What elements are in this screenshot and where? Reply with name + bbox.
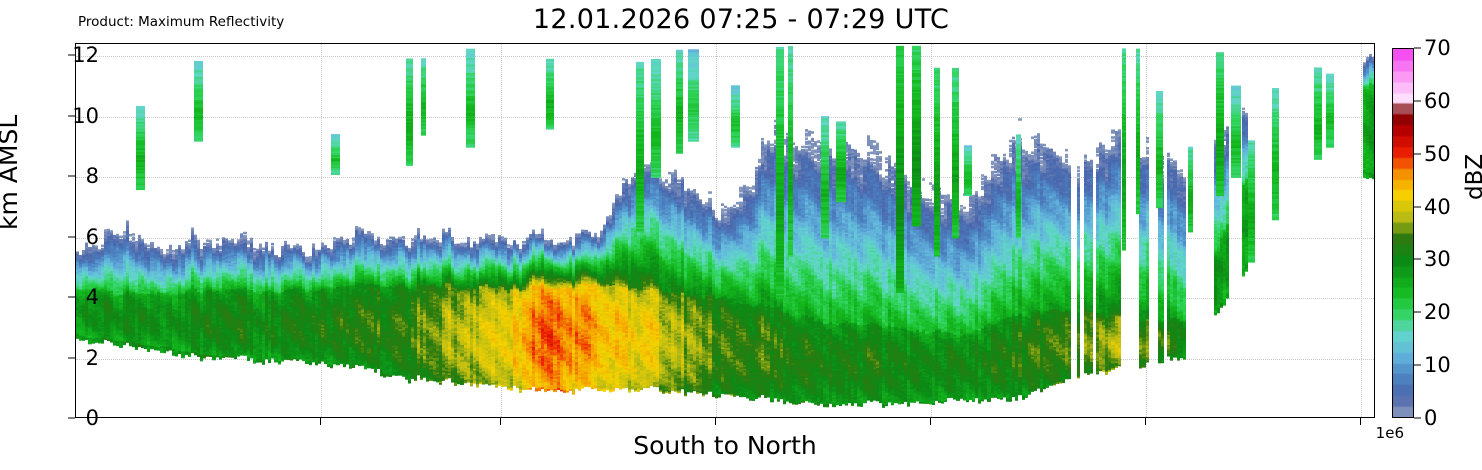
chart-title: 12.01.2026 07:25 - 07:29 UTC (532, 4, 950, 35)
product-annotation: Product: Maximum Reflectivity (78, 14, 285, 30)
y-tick-label: 8 (85, 164, 99, 189)
colorbar-tick-label: 0 (1424, 406, 1438, 430)
colorbar-tick-mark (1414, 311, 1421, 313)
x-tick-mark (500, 418, 501, 425)
x-tick-mark (715, 418, 716, 425)
y-tick-mark (68, 236, 75, 238)
y-tick-mark (68, 175, 75, 177)
colorbar-tick-mark (1414, 206, 1421, 208)
x-axis-offset-text: 1e6 (1375, 424, 1404, 442)
x-tick-mark (320, 418, 321, 425)
colorbar-tick-label: 20 (1424, 300, 1451, 325)
y-tick-mark (68, 357, 75, 359)
colorbar-tick-label: 60 (1424, 88, 1451, 113)
colorbar-tick-mark (1414, 258, 1421, 260)
y-tick-label: 12 (72, 43, 99, 68)
y-tick-mark (68, 417, 75, 419)
y-tick-label: 4 (85, 285, 99, 310)
colorbar-tick-mark (1414, 47, 1421, 49)
x-tick-mark (930, 418, 931, 425)
colorbar-tick-mark (1414, 364, 1421, 366)
colorbar-tick-mark (1414, 417, 1421, 419)
x-axis-label: South to North (633, 431, 817, 460)
y-axis-label: km AMSL (0, 114, 23, 230)
colorbar-tick-mark (1414, 100, 1421, 102)
colorbar-tick-label: 70 (1424, 36, 1451, 60)
y-tick-label: 2 (85, 345, 99, 370)
y-tick-label: 6 (85, 224, 99, 249)
x-tick-mark (1360, 418, 1361, 425)
colorbar-label: dBZ (1462, 153, 1482, 200)
y-tick-label: 0 (85, 406, 99, 430)
reflectivity-canvas (76, 44, 1374, 417)
y-tick-label: 10 (72, 103, 99, 128)
colorbar-tick-label: 10 (1424, 353, 1451, 378)
colorbar-gradient (1393, 49, 1413, 417)
colorbar-tick-mark (1414, 153, 1421, 155)
reflectivity-heatmap (76, 44, 1374, 417)
y-tick-mark (68, 296, 75, 298)
x-tick-mark (1145, 418, 1146, 425)
colorbar-tick-label: 50 (1424, 141, 1451, 166)
colorbar-tick-label: 40 (1424, 194, 1451, 219)
colorbar-tick-label: 30 (1424, 247, 1451, 272)
y-tick-mark (68, 54, 75, 56)
y-tick-mark (68, 115, 75, 117)
colorbar (1392, 48, 1414, 418)
plot-area (75, 43, 1375, 418)
